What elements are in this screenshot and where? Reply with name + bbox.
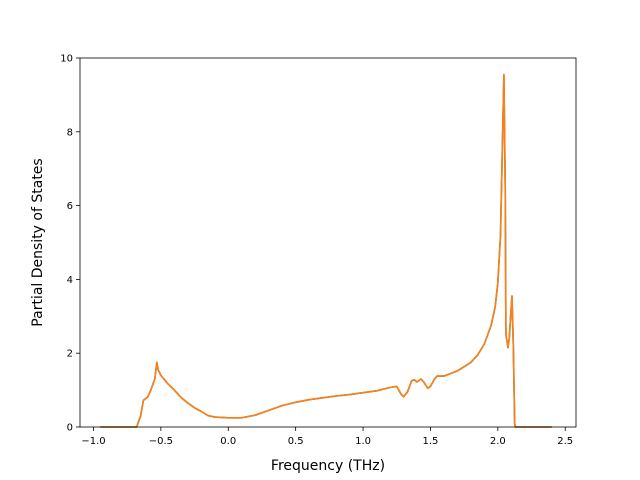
y-tick-label: 4 [67,275,73,286]
series-layer [100,73,552,428]
y-tick-label: 6 [67,201,73,212]
x-tick-label: −1.0 [81,436,105,447]
x-axis-label: Frequency (THz) [271,458,385,474]
x-tick-label: 0.5 [288,436,304,447]
y-axis-label: Partial Density of States [30,158,46,326]
y-tick-label: 10 [60,54,73,65]
series-line-1 [100,73,552,428]
y-tick-label: 0 [67,423,73,434]
y-tick-label: 2 [67,349,73,360]
x-tick-label: −0.5 [149,436,173,447]
x-tick-label: 0.0 [220,436,236,447]
x-tick-label: 1.5 [422,436,438,447]
x-axis-ticks: −1.0 −0.5 0.0 0.5 1.0 1.5 2.0 2.5 [81,427,573,447]
axes-frame [79,57,577,428]
x-tick-label: 2.0 [490,436,506,447]
series-line-2 [100,73,552,428]
y-tick-label: 8 [67,127,73,138]
x-tick-label: 1.0 [355,436,371,447]
x-tick-label: 2.5 [557,436,573,447]
y-axis-ticks: 0 2 4 6 8 10 [60,54,80,434]
